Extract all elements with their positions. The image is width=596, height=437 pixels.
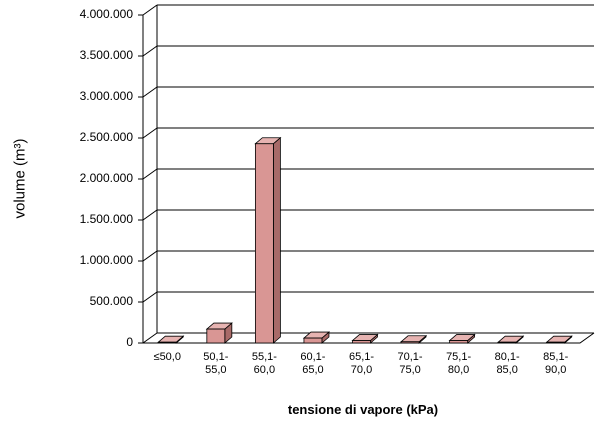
grid-line-side <box>142 332 158 344</box>
floor <box>143 332 595 344</box>
y-tick-label: 2.000.000 <box>80 171 134 185</box>
x-axis-label: tensione di vapore (kPa) <box>287 402 439 417</box>
y-axis-label: volume (m³) <box>11 138 29 219</box>
y-tick-label: 4.000.000 <box>80 7 134 21</box>
grid-line-side <box>142 291 158 303</box>
bar <box>400 341 420 344</box>
bar <box>352 340 371 344</box>
bar <box>497 341 517 344</box>
x-tick-label: 55,1-60,0 <box>251 351 277 376</box>
bar-top <box>497 335 525 343</box>
y-tick-label: 500.000 <box>90 294 134 308</box>
bar <box>157 341 177 344</box>
y-tick-label: 0 <box>126 335 133 349</box>
x-tick-label: 50,1-55,0 <box>203 351 229 376</box>
y-tick-label: 1.500.000 <box>80 212 134 226</box>
y-tick-label: 1.000.000 <box>80 253 134 267</box>
y-tick-label: 3.000.000 <box>80 89 134 103</box>
x-tick-label: 75,1-80,0 <box>446 351 472 376</box>
x-tick-label: 65,1-70,0 <box>348 351 375 376</box>
x-tick-label: 80,1-85,0 <box>494 351 520 376</box>
grid-line-side <box>142 250 158 262</box>
y-tick-label: 2.500.000 <box>80 130 134 144</box>
bar <box>254 143 274 344</box>
bar <box>449 340 469 344</box>
bar-top <box>157 335 185 343</box>
bar-top <box>399 335 428 343</box>
x-tick-label: 70,1-75,0 <box>397 351 423 376</box>
grid-line-side <box>142 127 158 139</box>
y-tick-label: 3.500.000 <box>80 48 134 62</box>
bar-side <box>272 136 281 344</box>
bar-top <box>545 335 573 343</box>
grid-line-side <box>142 45 158 57</box>
x-tick-label: 60,1-65,0 <box>300 351 326 376</box>
bar <box>303 337 323 344</box>
grid-line-side <box>142 4 158 16</box>
grid-line-side <box>142 86 158 98</box>
bar <box>206 328 226 344</box>
bar <box>546 341 566 344</box>
grid-line-side <box>142 209 158 221</box>
x-tick-label: ≤50,0 <box>153 351 181 363</box>
x-tick-label: 85,1-90,0 <box>543 351 569 376</box>
grid-line-side <box>142 168 158 180</box>
